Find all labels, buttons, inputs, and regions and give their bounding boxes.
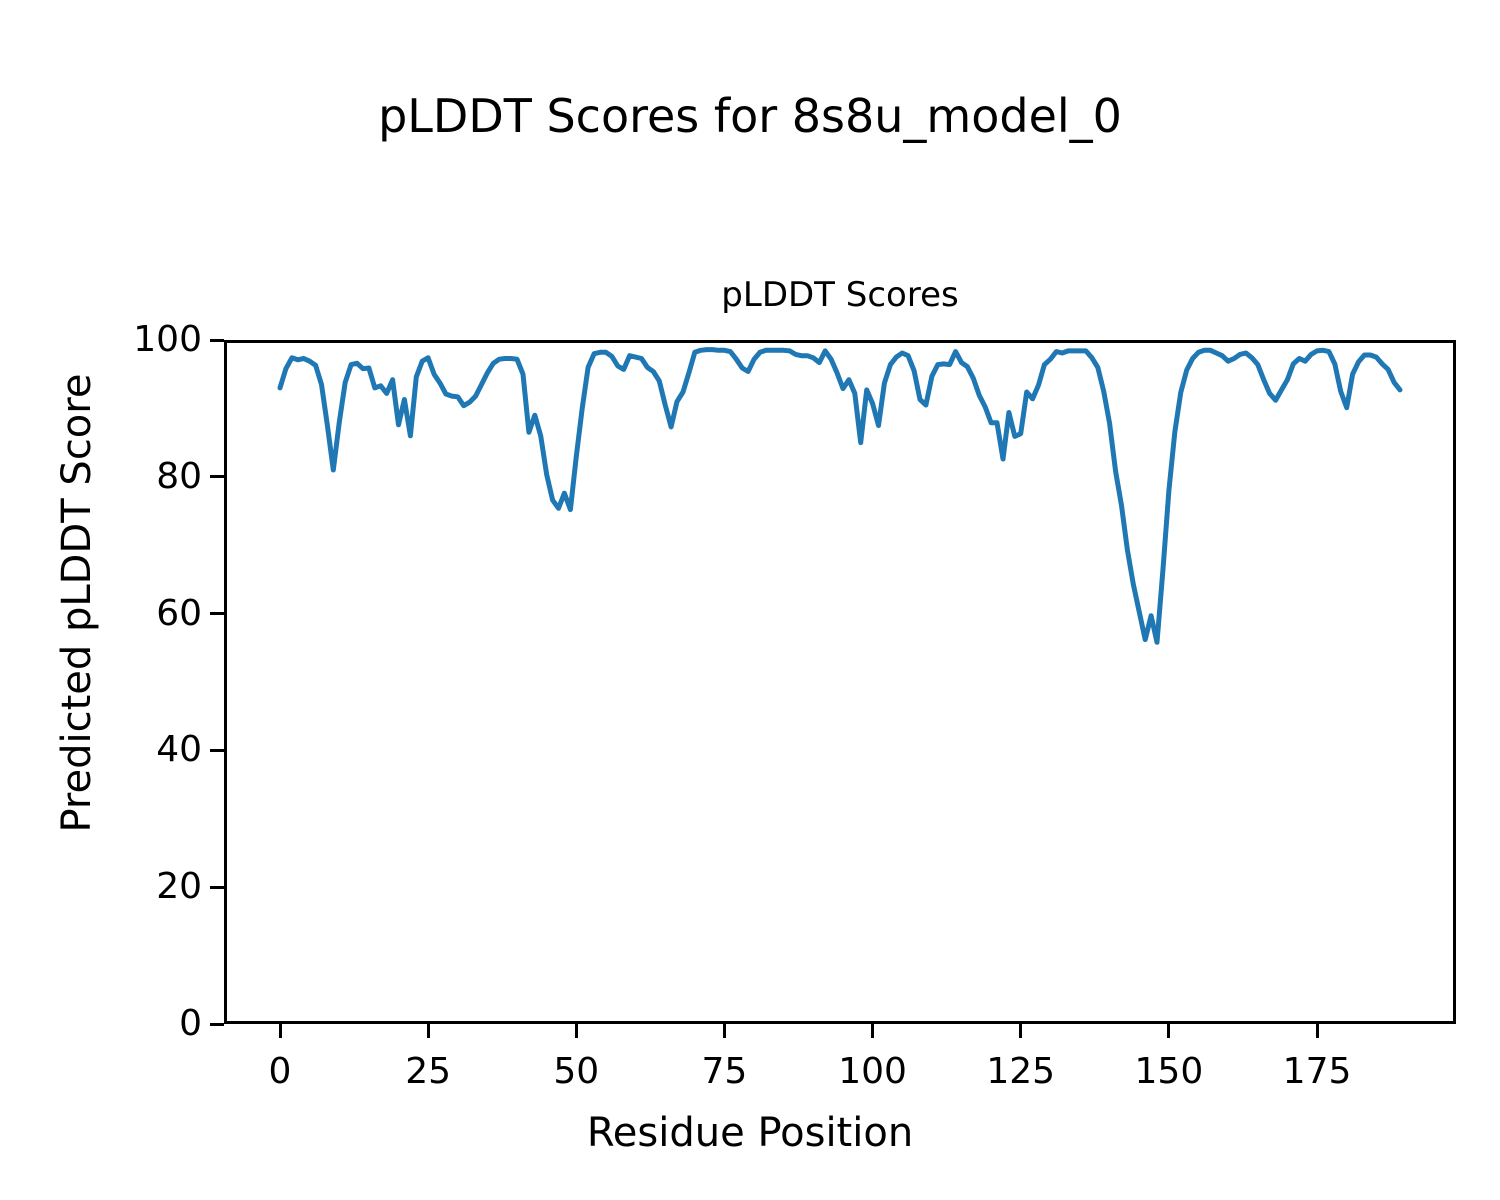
y-tick-mark [210, 612, 224, 616]
y-tick-mark [210, 748, 224, 752]
y-tick-label: 0 [179, 1003, 202, 1044]
x-tick-label: 75 [701, 1051, 748, 1092]
y-tick-label: 40 [156, 729, 202, 771]
x-axis-label: Residue Position [586, 1110, 914, 1156]
x-tick-mark [1315, 1024, 1319, 1038]
x-tick-label: 0 [268, 1051, 292, 1092]
x-tick-label: 100 [838, 1051, 907, 1092]
x-tick-label: 150 [1134, 1051, 1204, 1092]
x-tick-mark [1167, 1024, 1171, 1038]
y-tick-mark [210, 338, 224, 342]
plddt-line-series [277, 347, 1403, 645]
x-tick-label: 175 [1282, 1051, 1352, 1092]
x-tick-mark [426, 1024, 430, 1038]
x-tick-label: 125 [986, 1051, 1056, 1092]
y-tick-mark [210, 475, 224, 479]
y-tick-label: 80 [156, 455, 202, 497]
y-tick-label: 100 [133, 319, 202, 360]
x-tick-mark [278, 1024, 282, 1038]
x-tick-mark [871, 1024, 875, 1038]
x-tick-mark [1019, 1024, 1023, 1038]
x-tick-label: 50 [553, 1051, 600, 1092]
plot-frame [224, 340, 1456, 1024]
figure-title: pLDDT Scores for 8s8u_model_0 [378, 89, 1122, 143]
x-tick-label: 25 [405, 1051, 452, 1092]
plot-canvas [277, 347, 1403, 645]
y-tick-label: 20 [156, 866, 202, 908]
y-tick-mark [210, 885, 224, 889]
y-axis-label: Predicted pLDDT Score [54, 373, 100, 833]
y-tick-label: 60 [156, 592, 202, 634]
axes-title: pLDDT Scores [721, 275, 959, 315]
x-tick-mark [574, 1024, 578, 1038]
y-tick-mark [210, 1022, 224, 1026]
x-tick-mark [722, 1024, 726, 1038]
